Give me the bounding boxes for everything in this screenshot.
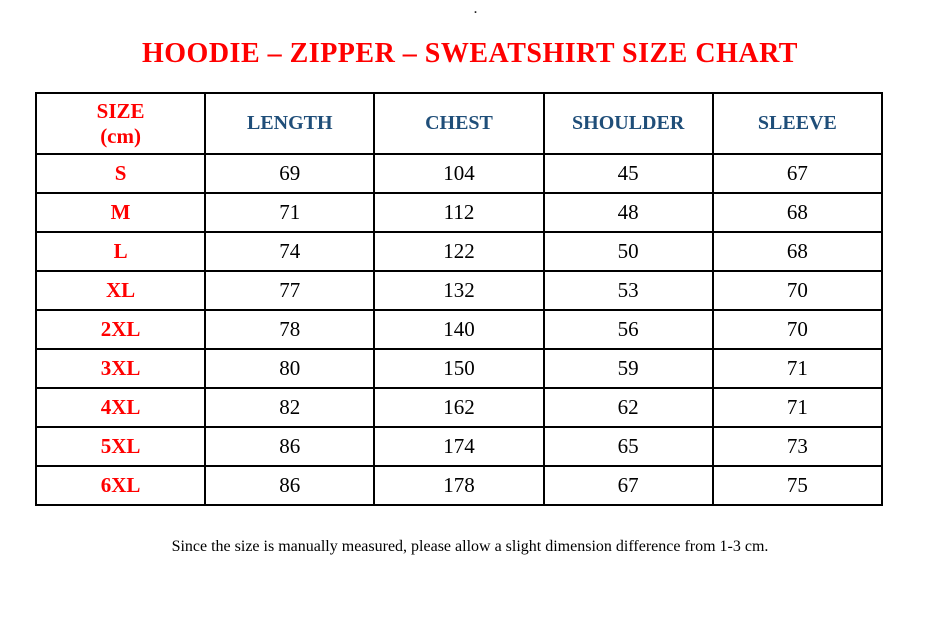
value-cell: 67 — [542, 465, 714, 506]
value-cell: 73 — [711, 426, 884, 467]
value-cell: 45 — [542, 153, 714, 194]
col-header-length: LENGTH — [204, 92, 376, 155]
value-cell: 74 — [204, 231, 376, 272]
size-cell: 5XL — [34, 426, 207, 467]
value-cell: 56 — [542, 309, 714, 350]
measurement-disclaimer: Since the size is manually measured, ple… — [171, 538, 769, 555]
table-header-row: SIZE (cm) LENGTH CHEST SHOULDER SLEEVE — [34, 92, 884, 155]
size-cell: S — [34, 153, 207, 194]
value-cell: 77 — [204, 270, 376, 311]
table-row: 2XL 78 140 56 70 — [34, 309, 884, 350]
value-cell: 132 — [373, 270, 545, 311]
value-cell: 50 — [542, 231, 714, 272]
value-cell: 104 — [373, 153, 545, 194]
value-cell: 71 — [711, 387, 884, 428]
stray-dot: . — [474, 2, 477, 16]
value-cell: 68 — [711, 231, 884, 272]
value-cell: 150 — [373, 348, 545, 389]
page-title: HOODIE – ZIPPER – SWEATSHIRT SIZE CHART — [142, 38, 798, 69]
table-row: 3XL 80 150 59 71 — [34, 348, 884, 389]
value-cell: 68 — [711, 192, 884, 233]
value-cell: 112 — [373, 192, 545, 233]
value-cell: 62 — [542, 387, 714, 428]
col-header-size: SIZE (cm) — [34, 92, 207, 155]
size-header-unit: (cm) — [100, 123, 141, 148]
value-cell: 162 — [373, 387, 545, 428]
value-cell: 82 — [204, 387, 376, 428]
value-cell: 48 — [542, 192, 714, 233]
value-cell: 86 — [204, 465, 376, 506]
value-cell: 178 — [373, 465, 545, 506]
table-row: 4XL 82 162 62 71 — [34, 387, 884, 428]
table-row: XL 77 132 53 70 — [34, 270, 884, 311]
size-cell: 6XL — [34, 465, 207, 506]
table-row: 5XL 86 174 65 73 — [34, 426, 884, 467]
value-cell: 122 — [373, 231, 545, 272]
value-cell: 174 — [373, 426, 545, 467]
table-row: S 69 104 45 67 — [34, 153, 884, 194]
value-cell: 53 — [542, 270, 714, 311]
size-cell: 4XL — [34, 387, 207, 428]
value-cell: 80 — [204, 348, 376, 389]
value-cell: 70 — [711, 309, 884, 350]
size-header-label: SIZE — [96, 99, 145, 124]
size-cell: L — [34, 231, 207, 272]
value-cell: 78 — [204, 309, 376, 350]
value-cell: 69 — [204, 153, 376, 194]
size-cell: 2XL — [34, 309, 207, 350]
size-chart-table: SIZE (cm) LENGTH CHEST SHOULDER SLEEVE S… — [34, 92, 884, 506]
value-cell: 70 — [711, 270, 884, 311]
col-header-shoulder: SHOULDER — [542, 92, 714, 155]
table-row: L 74 122 50 68 — [34, 231, 884, 272]
value-cell: 65 — [542, 426, 714, 467]
col-header-chest: CHEST — [373, 92, 545, 155]
value-cell: 71 — [711, 348, 884, 389]
value-cell: 71 — [204, 192, 376, 233]
value-cell: 140 — [373, 309, 545, 350]
value-cell: 75 — [711, 465, 884, 506]
size-cell: 3XL — [34, 348, 207, 389]
table-row: M 71 112 48 68 — [34, 192, 884, 233]
col-header-sleeve: SLEEVE — [711, 92, 884, 155]
size-cell: M — [34, 192, 207, 233]
size-cell: XL — [34, 270, 207, 311]
value-cell: 86 — [204, 426, 376, 467]
value-cell: 59 — [542, 348, 714, 389]
table-row: 6XL 86 178 67 75 — [34, 465, 884, 506]
value-cell: 67 — [711, 153, 884, 194]
